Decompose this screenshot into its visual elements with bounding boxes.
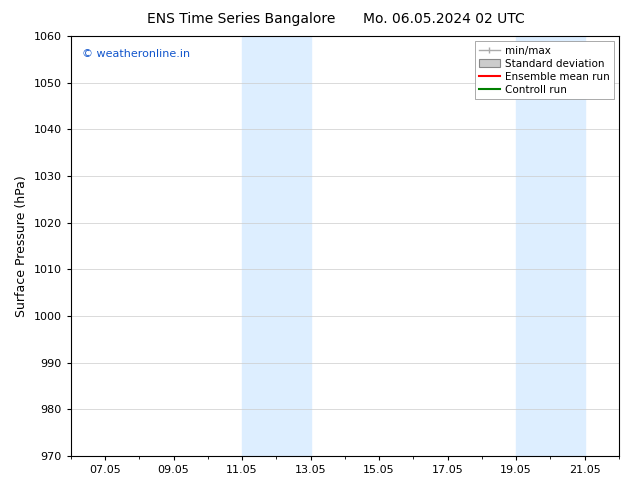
Bar [242,36,311,456]
Text: ENS Time Series Bangalore: ENS Time Series Bangalore [146,12,335,26]
Y-axis label: Surface Pressure (hPa): Surface Pressure (hPa) [15,175,28,317]
Text: © weatheronline.in: © weatheronline.in [82,49,190,59]
Text: Mo. 06.05.2024 02 UTC: Mo. 06.05.2024 02 UTC [363,12,525,26]
Bar [516,36,585,456]
Legend: min/max, Standard deviation, Ensemble mean run, Controll run: min/max, Standard deviation, Ensemble me… [475,41,614,99]
